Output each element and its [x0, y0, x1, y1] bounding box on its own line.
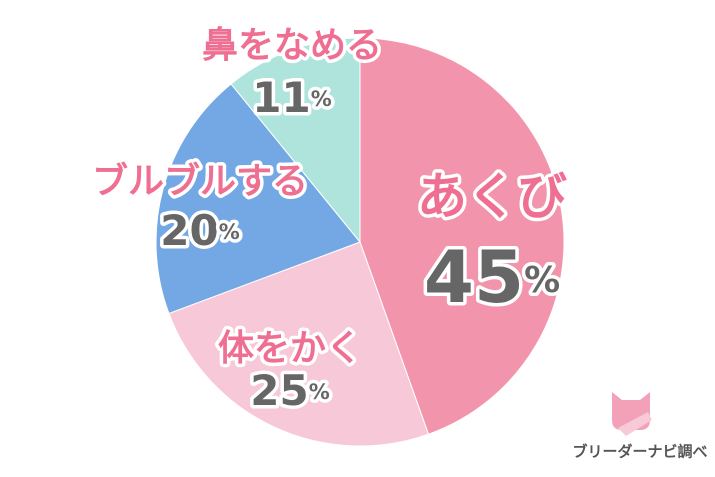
logo: ブリーダーナビ調べ: [572, 392, 708, 461]
category-label: 体をかく: [218, 328, 362, 369]
category-label: あくび: [417, 168, 567, 226]
pie-slice: [168, 241, 430, 447]
pie-slice: [359, 37, 565, 435]
source-note: ブリーダーナビ調べ: [572, 443, 707, 461]
category-label: ブルブルする: [92, 160, 308, 202]
category-label: 鼻をなめる: [202, 25, 382, 66]
value-label: 11%: [252, 73, 332, 122]
pie: [155, 37, 565, 447]
value-label: 25%: [250, 366, 330, 415]
logo-icon: [618, 412, 652, 436]
pie-slice: [230, 37, 361, 244]
value-label: 20%: [160, 206, 240, 255]
pie-slice: [155, 83, 361, 315]
value-label: 45%: [424, 235, 560, 319]
